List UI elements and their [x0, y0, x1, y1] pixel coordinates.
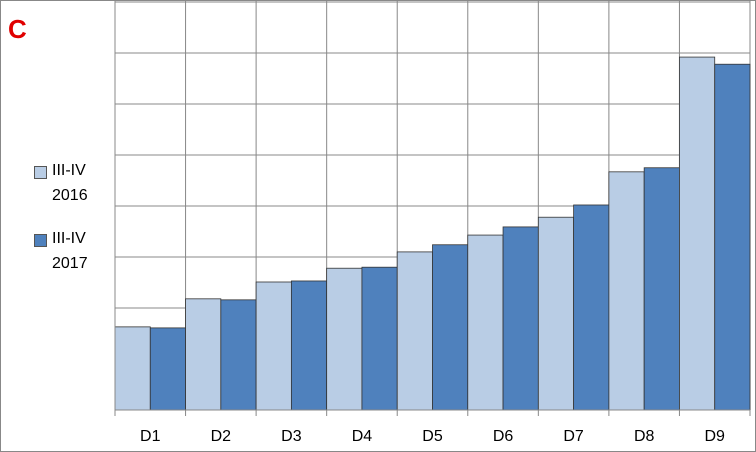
- x-tick-label: D8: [634, 428, 655, 445]
- legend-item: III-IV 2016: [34, 162, 102, 208]
- x-tick-label: D2: [211, 428, 232, 445]
- x-tick-label: D3: [281, 428, 302, 445]
- legend-swatch: [34, 166, 47, 179]
- bar: [537, 216, 575, 411]
- bar: [149, 327, 186, 411]
- legend-label: III-IV 2017: [52, 230, 88, 272]
- bar: [679, 56, 716, 411]
- bar: [573, 204, 610, 411]
- bar: [114, 326, 151, 411]
- bar: [185, 298, 222, 411]
- x-tick-label: D6: [493, 428, 514, 445]
- bar: [643, 167, 680, 411]
- bar: [608, 171, 645, 411]
- bar: [326, 267, 363, 411]
- x-tick-label: D7: [563, 428, 584, 445]
- bar: [467, 234, 504, 411]
- bar: [714, 63, 751, 411]
- bar: [502, 226, 539, 411]
- x-tick-label: D4: [352, 428, 373, 445]
- bar: [290, 280, 328, 411]
- bar: [220, 299, 257, 411]
- panel-label: C: [8, 14, 27, 44]
- bar: [432, 244, 469, 411]
- x-tick-label: D5: [422, 428, 443, 445]
- legend-label: III-IV 2016: [52, 162, 88, 204]
- bar: [396, 251, 433, 411]
- bar: [255, 281, 292, 411]
- bar: [361, 266, 398, 411]
- legend-item: III-IV 2017: [34, 230, 102, 276]
- x-tick-label: D9: [704, 428, 725, 445]
- legend-swatch: [34, 234, 47, 247]
- x-tick-label: D1: [140, 428, 161, 445]
